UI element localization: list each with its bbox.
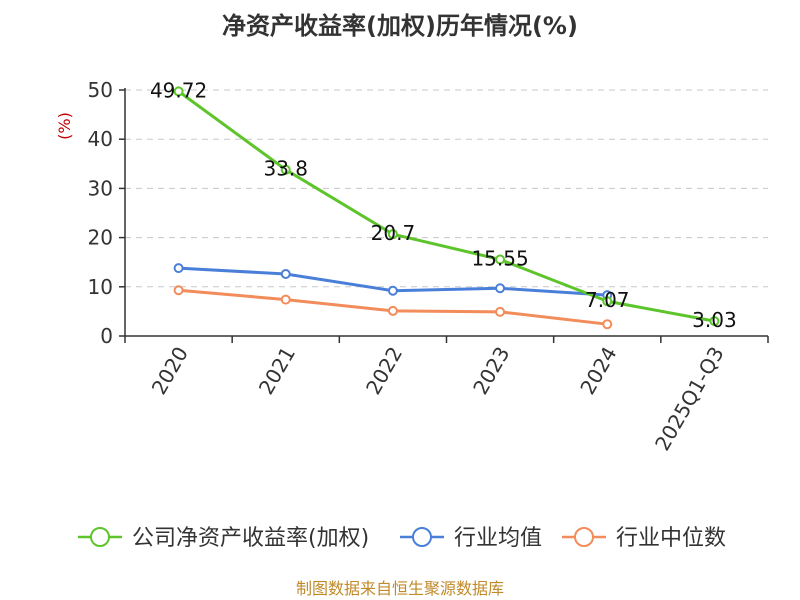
- data-point: [280, 269, 291, 280]
- series-line: [177, 90, 715, 323]
- y-tick-label: 0: [100, 324, 113, 348]
- data-label: 33.8: [263, 157, 308, 181]
- y-tick-label: 50: [88, 78, 113, 102]
- x-tick-label: 2023: [468, 343, 514, 399]
- data-point: [280, 294, 291, 305]
- data-point: [387, 305, 398, 316]
- data-point: [709, 316, 720, 327]
- x-tick-label: 2020: [147, 343, 193, 399]
- data-label: 7.07: [585, 288, 630, 312]
- chart-title: 净资产收益率(加权)历年情况(%): [222, 12, 578, 40]
- legend-marker: [90, 527, 110, 547]
- data-point: [173, 86, 184, 97]
- data-point: [280, 164, 291, 175]
- y-tick-label: 30: [88, 176, 113, 200]
- axes: 0 10 20 30 40 50 2020 2021 2022 2023 2024 2025Q1-Q3: [88, 78, 769, 455]
- series-layer: [173, 86, 720, 330]
- data-point: [173, 285, 184, 296]
- legend: 公司净资产收益率(加权) 行业均值 行业中位数: [78, 526, 726, 551]
- data-label: 15.55: [471, 246, 528, 270]
- legend-label: 公司净资产收益率(加权): [132, 526, 369, 551]
- data-point: [173, 263, 184, 274]
- data-labels: 49.72 33.8 20.7 15.55 7.07 3.03: [150, 78, 737, 332]
- y-tick-label: 20: [88, 226, 113, 250]
- x-tick-label: 2025Q1-Q3: [650, 343, 729, 455]
- x-tick-label: 2022: [361, 343, 407, 399]
- source-note: 制图数据来自恒生聚源数据库: [296, 579, 504, 598]
- data-label: 20.7: [371, 221, 416, 245]
- legend-label: 行业中位数: [616, 526, 726, 551]
- grid-lines: [125, 89, 768, 288]
- y-axis-label: (%): [55, 112, 74, 140]
- legend-marker: [412, 527, 432, 547]
- data-point: [495, 254, 506, 265]
- data-point: [495, 306, 506, 317]
- data-point: [602, 296, 613, 307]
- legend-marker: [574, 527, 594, 547]
- data-point: [495, 283, 506, 294]
- data-point: [387, 229, 398, 240]
- x-tick-label: 2021: [254, 343, 300, 399]
- y-tick-label: 10: [88, 275, 113, 299]
- data-label: 49.72: [150, 78, 207, 102]
- data-label: 3.03: [692, 308, 737, 332]
- x-tick-label: 2024: [575, 343, 621, 399]
- y-tick-label: 40: [88, 127, 113, 151]
- data-point: [387, 285, 398, 296]
- data-point: [602, 319, 613, 330]
- legend-label: 行业均值: [454, 526, 542, 551]
